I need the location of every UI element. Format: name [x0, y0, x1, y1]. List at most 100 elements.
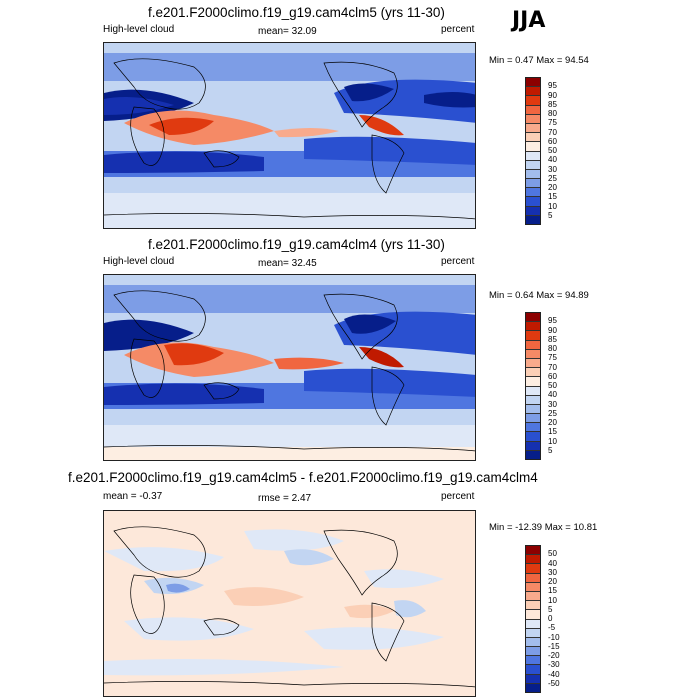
colorbar-swatch [526, 404, 540, 415]
coastline-antarctica [104, 681, 475, 688]
panel-2-map [103, 274, 476, 461]
colorbar-label: 85 [548, 99, 557, 109]
itcz-west [274, 128, 339, 138]
colorbar-label: 30 [548, 164, 557, 174]
coastline-south-america [371, 134, 405, 194]
colorbar-label: 80 [548, 109, 557, 118]
colorbar-swatch [526, 564, 540, 574]
colorbar-swatch [526, 368, 540, 378]
colorbar-label: 90 [548, 90, 557, 100]
coastline-africa [130, 338, 165, 398]
colorbar-swatch [526, 206, 540, 216]
nh-cloud-band [104, 53, 475, 81]
south-atlantic-dry-zone [304, 136, 475, 165]
colorbar-swatch [526, 215, 540, 224]
coastline-australia [203, 618, 240, 636]
colorbar-label: 20 [548, 577, 557, 586]
panel-1-title: f.e201.F2000climo.f19_g19.cam4clm5 (yrs … [148, 5, 445, 20]
colorbar-swatch [526, 674, 540, 684]
colorbar-swatch [526, 414, 540, 424]
coastline-north-america [323, 61, 398, 128]
colorbar-swatch [526, 377, 540, 387]
central-america-high-cloud [359, 115, 404, 136]
colorbar-label: 15 [548, 427, 557, 437]
colorbar-swatch [526, 432, 540, 442]
panel-1-mean: mean= 32.09 [258, 26, 317, 37]
colorbar-label: 40 [548, 155, 557, 165]
colorbar-swatch [526, 582, 540, 592]
colorbar-label: -20 [548, 651, 560, 660]
colorbar-swatch [526, 331, 540, 341]
colorbar-label: 75 [548, 353, 557, 363]
panel-3-map [103, 510, 476, 697]
colorbar-swatch [526, 628, 540, 638]
colorbar-label: -10 [548, 632, 560, 642]
south-pacific-dry-zone [104, 383, 264, 405]
warm-pool-core [164, 343, 224, 366]
panel-2-mean: mean= 32.45 [258, 258, 317, 269]
coastline-south-america [371, 366, 405, 426]
colorbar-swatch [526, 313, 540, 323]
coastlines [104, 58, 475, 220]
panel-3-mean: mean = -0.37 [103, 491, 163, 502]
colorbar-swatch [526, 591, 540, 602]
colorbar-label: 5 [548, 210, 553, 220]
colorbar-label: 70 [548, 127, 557, 137]
colorbar-label: 60 [548, 136, 557, 146]
north-pacific-core [104, 97, 174, 115]
itcz-west [274, 357, 344, 370]
coastline-antarctica [104, 213, 475, 220]
colorbar-label: 40 [548, 558, 557, 568]
colorbar-label: 5 [548, 604, 553, 614]
coastline-asia [113, 526, 206, 578]
colorbar-label: 10 [548, 201, 557, 211]
colorbar-label: 15 [548, 586, 557, 596]
coastline-antarctica [104, 445, 475, 452]
coastline-australia [203, 382, 240, 400]
colorbar-swatch [526, 656, 540, 666]
colorbar-label: -40 [548, 669, 560, 679]
panel-1-map [103, 42, 476, 229]
diff-region [284, 549, 334, 566]
panel-1-min-max: Min = 0.47 Max = 94.54 [489, 55, 589, 66]
colorbar-swatch [526, 573, 540, 583]
panel-1-units: percent [441, 24, 475, 35]
colorbar-label: 5 [548, 445, 553, 455]
antarctic-margin [104, 447, 475, 460]
panel-1-field-label: High-level cloud [103, 24, 175, 35]
south-pacific-dry-zone [104, 151, 264, 173]
diff-region [166, 583, 190, 593]
colorbar-swatch [526, 160, 540, 170]
colorbar-swatch [526, 610, 540, 620]
diff-region [394, 600, 426, 618]
coastline-australia [203, 150, 240, 168]
diff-region [224, 587, 304, 606]
coastline-asia [113, 290, 206, 342]
colorbar-swatch [526, 169, 540, 180]
panel-2-title: f.e201.F2000climo.f19_g19.cam4clm4 (yrs … [148, 237, 445, 252]
central-america-high-cloud [359, 347, 404, 368]
panel-2-map-svg [104, 275, 475, 460]
colorbar-swatch [526, 450, 540, 459]
panel-2-units: percent [441, 256, 475, 267]
colorbar-swatch [526, 386, 540, 396]
panel-3-min-max: Min = -12.39 Max = 10.81 [489, 522, 598, 533]
colorbar-swatch [526, 555, 540, 565]
panel-3-rmse: rmse = 2.47 [258, 493, 312, 504]
coastlines [104, 526, 475, 688]
south-atlantic-dry-zone [304, 368, 475, 397]
coastline-africa [130, 106, 165, 166]
colorbar-swatch [526, 683, 540, 692]
nh-cloud-band [104, 285, 475, 313]
colorbar-swatch [526, 96, 540, 106]
colorbar-label: 20 [548, 183, 557, 192]
colorbar-swatch [526, 87, 540, 97]
colorbar-swatch [526, 637, 540, 648]
colorbar-swatch [526, 423, 540, 433]
colorbar-label: 40 [548, 390, 557, 400]
colorbar-label: 0 [548, 614, 553, 623]
colorbar-label: 30 [548, 567, 557, 577]
colorbar-swatch [526, 601, 540, 611]
colorbar-swatch [526, 441, 540, 451]
colorbar-swatch [526, 151, 540, 161]
